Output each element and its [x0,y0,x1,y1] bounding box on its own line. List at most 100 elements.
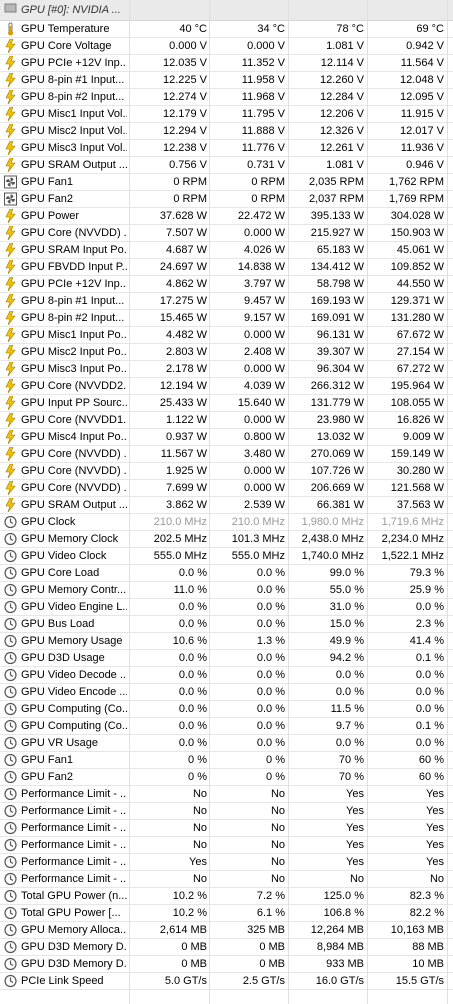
sensor-name: GPU SRAM Output ... [21,499,127,511]
sensor-row[interactable]: GPU 8-pin #1 Input... 17.275 W 9.457 W 169.… [0,293,453,310]
minimum-value: 0.000 W [244,414,285,426]
sensor-row[interactable]: GPU Core (NVVDD) ... 1.925 W 0.000 W 107.72… [0,463,453,480]
minimum-value: 0.0 % [256,652,285,664]
sensor-row[interactable]: Total GPU Power [... 10.2 % 6.1 % 106.8 % 82… [0,905,453,922]
sensor-row[interactable]: GPU VR Usage 0.0 % 0.0 % 0.0 % 0.0 % [0,735,453,752]
sensor-row[interactable]: GPU Memory Contr... 11.0 % 0.0 % 55.0 % 25.9… [0,582,453,599]
sensor-row[interactable]: GPU Video Decode ... 0.0 % 0.0 % 0.0 % 0.0 % [0,667,453,684]
sensor-row[interactable]: GPU Misc1 Input Po... 4.482 W 0.000 W 96.13… [0,327,453,344]
average-value: 10,163 MB [390,924,444,936]
sensor-row[interactable]: Performance Limit - ... No No Yes Yes [0,820,453,837]
maximum-value: 12.260 V [319,74,364,86]
sensor-row[interactable]: GPU Computing (Co... 0.0 % 0.0 % 9.7 % 0.1 % [0,718,453,735]
sensor-row[interactable]: GPU Core Load 0.0 % 0.0 % 99.0 % 79.3 % [0,565,453,582]
sensor-row[interactable]: GPU SRAM Input Po... 4.687 W 4.026 W 65.183… [0,242,453,259]
average-value: Yes [426,839,444,851]
current-value: No [192,873,207,885]
maximum-value: 96.304 W [316,363,364,375]
sensor-row[interactable]: GPU Memory Usage 10.6 % 1.3 % 49.9 % 41.4 % [0,633,453,650]
clock-gauge-icon [4,685,17,699]
sensor-name: GPU Memory Alloca... [21,924,127,936]
sensor-name: GPU Fan2 [21,771,73,783]
sensor-row[interactable]: GPU PCIe +12V Inp... 4.862 W 3.797 W 58.798… [0,276,453,293]
maximum-value: 8,984 MB [316,941,364,953]
sensor-row[interactable]: GPU Fan1 0 RPM 0 RPM 2,035 RPM 1,762 RPM [0,174,453,191]
current-value: 24.697 W [159,261,207,273]
sensor-name: GPU PCIe +12V Inp... [21,57,127,69]
sensor-row[interactable]: GPU 8-pin #1 Input... 12.225 V 11.958 V 12.… [0,72,453,89]
sensor-row[interactable]: GPU 8-pin #2 Input... 12.274 V 11.968 V 12.… [0,89,453,106]
current-value: 12.194 W [159,380,207,392]
average-value: 37.563 W [396,499,444,511]
average-value: Yes [426,856,444,868]
sensor-row[interactable]: GPU Power 37.628 W 22.472 W 395.133 W 304.02… [0,208,453,225]
sensor-row[interactable]: Performance Limit - ... No No Yes Yes [0,803,453,820]
sensor-row[interactable]: Performance Limit - ... Yes No Yes Yes [0,854,453,871]
sensor-row[interactable]: GPU Misc2 Input Vol... 12.294 V 11.888 V 12… [0,123,453,140]
sensor-row[interactable]: GPU Core (NVVDD1... 1.122 W 0.000 W 23.980 … [0,412,453,429]
sensor-row[interactable]: GPU Video Encode ... 0.0 % 0.0 % 0.0 % 0.0 % [0,684,453,701]
current-value: 12.035 V [162,57,207,69]
sensor-row[interactable]: GPU Misc1 Input Vol... 12.179 V 11.795 V 12… [0,106,453,123]
sensor-row[interactable]: GPU Memory Clock 202.5 MHz 101.3 MHz 2,438.… [0,531,453,548]
fan-icon [4,175,17,189]
minimum-value: 0.0 % [256,669,285,681]
sensor-row[interactable]: GPU SRAM Output ... 0.756 V 0.731 V 1.081 V… [0,157,453,174]
sensor-name: GPU Core (NVVDD) ... [21,448,127,460]
current-value: 12.179 V [162,108,207,120]
clock-gauge-icon [4,855,17,869]
thermometer-icon [4,22,17,36]
current-value: 7.699 W [166,482,207,494]
current-value: 0.0 % [178,601,207,613]
sensor-row[interactable]: GPU Core (NVVDD2... 12.194 W 4.039 W 266.31… [0,378,453,395]
sensor-row[interactable]: GPU Misc3 Input Po... 2.178 W 0.000 W 96.30… [0,361,453,378]
sensor-row[interactable]: GPU Fan1 0 % 0 % 70 % 60 % [0,752,453,769]
maximum-value: 96.131 W [316,329,364,341]
minimum-value: 0.000 W [244,227,285,239]
sensor-row[interactable]: GPU D3D Memory D... 0 MB 0 MB 933 MB 10 MB [0,956,453,973]
sensor-row[interactable]: GPU Input PP Sourc... 25.433 W 15.640 W 131… [0,395,453,412]
sensor-row[interactable]: GPU FBVDD Input P... 24.697 W 14.838 W 134.… [0,259,453,276]
average-value: 0.946 V [406,159,444,171]
sensor-row[interactable]: Performance Limit - ... No No Yes Yes [0,837,453,854]
maximum-value: 933 MB [326,958,364,970]
sensor-row[interactable]: GPU Fan2 0 % 0 % 70 % 60 % [0,769,453,786]
sensor-row[interactable]: GPU Video Clock 555.0 MHz 555.0 MHz 1,740.0… [0,548,453,565]
minimum-value: 0.0 % [256,567,285,579]
sensor-group-header[interactable]: GPU [#0]: NVIDIA ... [0,0,453,21]
sensor-row[interactable]: GPU Bus Load 0.0 % 0.0 % 15.0 % 2.3 % [0,616,453,633]
sensor-row[interactable]: GPU Fan2 0 RPM 0 RPM 2,037 RPM 1,769 RPM [0,191,453,208]
sensor-row[interactable]: GPU Core Voltage 0.000 V 0.000 V 1.081 V 0.9… [0,38,453,55]
sensor-row[interactable]: GPU Clock 210.0 MHz 210.0 MHz 1,980.0 MHz 1,… [0,514,453,531]
sensor-row[interactable]: GPU Misc4 Input Po... 0.937 W 0.800 W 13.03… [0,429,453,446]
sensor-row[interactable]: GPU PCIe +12V Inp... 12.035 V 11.352 V 12.1… [0,55,453,72]
current-value: 10.2 % [172,907,207,919]
clock-gauge-icon [4,872,17,886]
average-value: 0.1 % [415,652,444,664]
sensor-row[interactable]: GPU Core (NVVDD) ... 7.699 W 0.000 W 206.66… [0,480,453,497]
average-value: 9.009 W [403,431,444,443]
sensor-row[interactable]: Total GPU Power (n... 10.2 % 7.2 % 125.0 % 8… [0,888,453,905]
sensor-row[interactable]: GPU D3D Usage 0.0 % 0.0 % 94.2 % 0.1 % [0,650,453,667]
sensor-row[interactable]: Performance Limit - ... No No Yes Yes [0,786,453,803]
sensor-row[interactable]: GPU Memory Alloca... 2,614 MB 325 MB 12,264… [0,922,453,939]
sensor-row[interactable]: Performance Limit - ... No No No No [0,871,453,888]
maximum-value: 169.193 W [310,295,364,307]
sensor-row[interactable]: GPU 8-pin #2 Input... 15.465 W 9.157 W 169.… [0,310,453,327]
sensor-row[interactable]: GPU Temperature 40 °C 34 °C 78 °C 69 °C [0,21,453,38]
clock-gauge-icon [4,549,17,563]
sensor-row[interactable]: GPU Computing (Co... 0.0 % 0.0 % 11.5 % 0.0 … [0,701,453,718]
maximum-value: 0.0 % [335,686,364,698]
current-value: 10.2 % [172,890,207,902]
sensor-row[interactable]: GPU Core (NVVDD) ... 7.507 W 0.000 W 215.92… [0,225,453,242]
minimum-value: 4.026 W [244,244,285,256]
sensor-row[interactable]: GPU D3D Memory D... 0 MB 0 MB 8,984 MB 88 MB [0,939,453,956]
sensor-row[interactable]: PCIe Link Speed 5.0 GT/s 2.5 GT/s 16.0 GT/s… [0,973,453,990]
sensor-row[interactable]: GPU Misc2 Input Po... 2.803 W 2.408 W 39.30… [0,344,453,361]
sensor-row[interactable]: GPU Misc3 Input Vol... 12.238 V 11.776 V 12… [0,140,453,157]
sensor-row[interactable]: GPU Core (NVVDD) ... 11.567 W 3.480 W 270.0… [0,446,453,463]
sensor-row[interactable]: GPU Video Engine L... 0.0 % 0.0 % 31.0 % 0.0… [0,599,453,616]
lightning-bolt-icon [4,157,17,173]
sensor-name: Total GPU Power (n... [21,890,127,902]
sensor-row[interactable]: GPU SRAM Output ... 3.862 W 2.539 W 66.381 … [0,497,453,514]
